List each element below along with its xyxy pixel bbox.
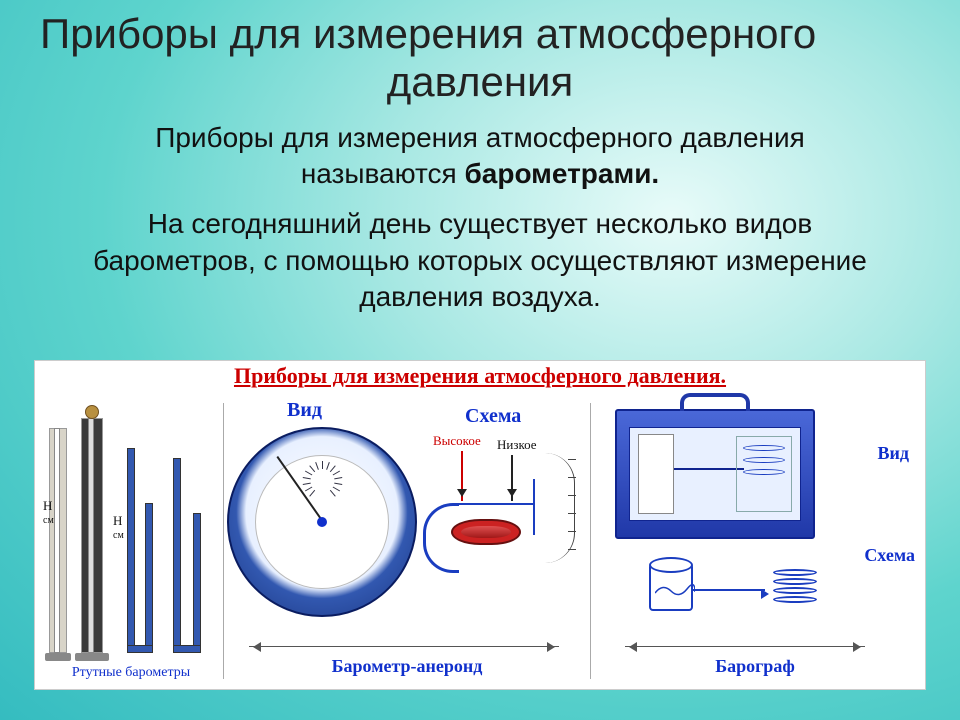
pointer-arm (533, 479, 535, 535)
barograph-window (629, 427, 801, 521)
barograph-drum (638, 434, 674, 514)
label-low: Низкое (497, 437, 537, 453)
barograph-arm (674, 468, 744, 470)
mercury-tube (54, 428, 60, 653)
barograph-schema (649, 559, 859, 639)
para1-b: называются (301, 158, 465, 189)
label-view: Вид (287, 399, 322, 422)
extent-arrow (625, 646, 865, 648)
schema-arm (693, 589, 765, 591)
aneroid-spring (423, 503, 459, 573)
dial-arc (545, 453, 575, 563)
label-view: Вид (878, 443, 909, 464)
barograph-handle (680, 393, 750, 411)
extent-arrow (249, 646, 559, 648)
mercury-tube (88, 418, 94, 653)
lever (457, 503, 535, 505)
diagram-heading: Приборы для измерения атмосферного давле… (35, 363, 925, 389)
aneroid-capsule (451, 519, 521, 545)
label-schema: Схема (864, 545, 915, 566)
arrow-high (461, 451, 463, 501)
arrow-low (511, 455, 513, 501)
scale-label-H: Нсм (43, 499, 54, 526)
label-high: Высокое (433, 433, 481, 449)
schema-capsule-stack (773, 567, 817, 605)
instruments-diagram: Приборы для измерения атмосферного давле… (34, 360, 926, 690)
title-line2: давления (40, 58, 920, 106)
label-schema: Схема (465, 405, 521, 428)
aneroid-caption: Барометр-анеронд (227, 656, 587, 677)
mercury-caption: Ртутные барометры (41, 665, 221, 681)
title-line1: Приборы для измерения атмосферного (40, 10, 816, 57)
barograph-caption: Барограф (595, 656, 915, 677)
barograph-device (615, 409, 815, 539)
paragraph-1: Приборы для измерения атмосферного давле… (0, 112, 960, 193)
mercury-base (75, 653, 109, 661)
panel-aneroid: Вид Схема (227, 399, 587, 683)
barograph-mech (736, 436, 792, 512)
gauge-hub (317, 517, 327, 527)
trace-icon (655, 583, 695, 597)
para1-bold: барометрами. (464, 158, 659, 189)
paragraph-2: На сегодняшний день существует несколько… (0, 198, 960, 315)
scale-label-H: Нсм (113, 514, 124, 541)
barometer-top (85, 405, 99, 419)
divider (590, 403, 591, 679)
divider (223, 403, 224, 679)
aneroid-gauge (227, 427, 417, 617)
mercury-base (45, 653, 71, 661)
schema-drum (649, 563, 693, 611)
panel-barograph: Вид Схема Баро (595, 399, 915, 683)
slide-title: Приборы для измерения атмосферного давле… (0, 0, 960, 112)
aneroid-schema: Высокое Низкое (427, 433, 582, 623)
para1-a: Приборы для измерения атмосферного давле… (155, 122, 805, 153)
panel-mercury: Нсм Нсм Ртутные барометры (41, 399, 221, 683)
